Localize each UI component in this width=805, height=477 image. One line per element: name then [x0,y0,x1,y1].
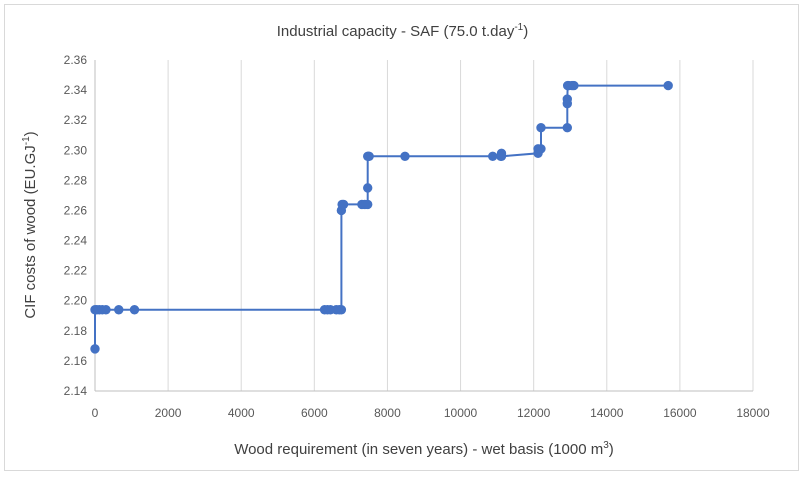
data-point [339,200,347,208]
data-point [563,95,571,103]
y-tick-label: 2.18 [64,324,88,338]
data-point [537,124,545,132]
data-point [365,152,373,160]
data-point [364,200,372,208]
data-point [401,152,409,160]
data-point [364,184,372,192]
y-tick-label: 2.24 [64,234,88,248]
data-point [102,306,110,314]
y-tick-label: 2.20 [64,294,88,308]
series-line [95,86,668,349]
x-tick-label: 14000 [590,406,624,420]
x-tick-label: 8000 [374,406,401,420]
x-tick-label: 6000 [301,406,328,420]
data-point [563,124,571,132]
data-point [115,306,123,314]
x-tick-label: 18000 [736,406,770,420]
y-tick-label: 2.14 [64,384,88,398]
y-tick-label: 2.28 [64,173,88,187]
y-tick-label: 2.32 [64,113,88,127]
x-tick-label: 10000 [444,406,478,420]
y-tick-label: 2.36 [64,53,88,67]
data-point [537,145,545,153]
y-tick-label: 2.34 [64,83,88,97]
data-point [130,306,138,314]
x-tick-label: 12000 [517,406,551,420]
y-tick-label: 2.16 [64,354,88,368]
y-tick-label: 2.26 [64,203,88,217]
x-tick-label: 16000 [663,406,697,420]
x-tick-label: 4000 [228,406,255,420]
x-tick-label: 2000 [155,406,182,420]
x-tick-label: 0 [92,406,99,420]
y-tick-label: 2.30 [64,143,88,157]
data-point [570,81,578,89]
data-point [489,152,497,160]
y-tick-label: 2.22 [64,264,88,278]
data-point [337,306,345,314]
data-point [91,345,99,353]
data-point [497,152,505,160]
data-point [664,81,672,89]
